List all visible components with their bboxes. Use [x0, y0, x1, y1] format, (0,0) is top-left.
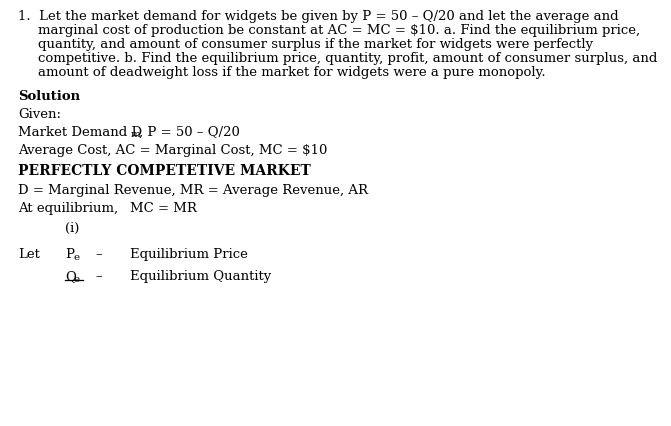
Text: marginal cost of production be constant at AC = MC = $10. a. Find the equilibriu: marginal cost of production be constant … [38, 24, 640, 37]
Text: Given:: Given: [18, 108, 61, 121]
Text: Let: Let [18, 248, 40, 261]
Text: amount of deadweight loss if the market for widgets were a pure monopoly.: amount of deadweight loss if the market … [38, 66, 546, 79]
Text: e: e [73, 275, 79, 284]
Text: quantity, and amount of consumer surplus if the market for widgets were perfectl: quantity, and amount of consumer surplus… [38, 38, 593, 51]
Text: Q: Q [65, 270, 76, 283]
Text: Equilibrium Price: Equilibrium Price [130, 248, 248, 261]
Text: P: P [65, 248, 74, 261]
Text: MC = MR: MC = MR [130, 202, 197, 215]
Text: At equilibrium,: At equilibrium, [18, 202, 118, 215]
Text: Equilibrium Quantity: Equilibrium Quantity [130, 270, 271, 283]
Text: Solution: Solution [18, 90, 80, 103]
Text: m: m [131, 130, 141, 139]
Text: e: e [73, 253, 79, 262]
Text: , P = 50 – Q/20: , P = 50 – Q/20 [139, 126, 240, 139]
Text: competitive. b. Find the equilibrium price, quantity, profit, amount of consumer: competitive. b. Find the equilibrium pri… [38, 52, 658, 65]
Text: –: – [95, 270, 101, 283]
Text: 1.  Let the market demand for widgets be given by P = 50 – Q/20 and let the aver: 1. Let the market demand for widgets be … [18, 10, 619, 23]
Text: –: – [95, 248, 101, 261]
Text: Average Cost, AC = Marginal Cost, MC = $10: Average Cost, AC = Marginal Cost, MC = $… [18, 144, 327, 157]
Text: PERFECTLY COMPETETIVE MARKET: PERFECTLY COMPETETIVE MARKET [18, 164, 311, 178]
Text: (i): (i) [65, 222, 79, 235]
Text: D = Marginal Revenue, MR = Average Revenue, AR: D = Marginal Revenue, MR = Average Reven… [18, 184, 368, 197]
Text: Market Demand D: Market Demand D [18, 126, 142, 139]
